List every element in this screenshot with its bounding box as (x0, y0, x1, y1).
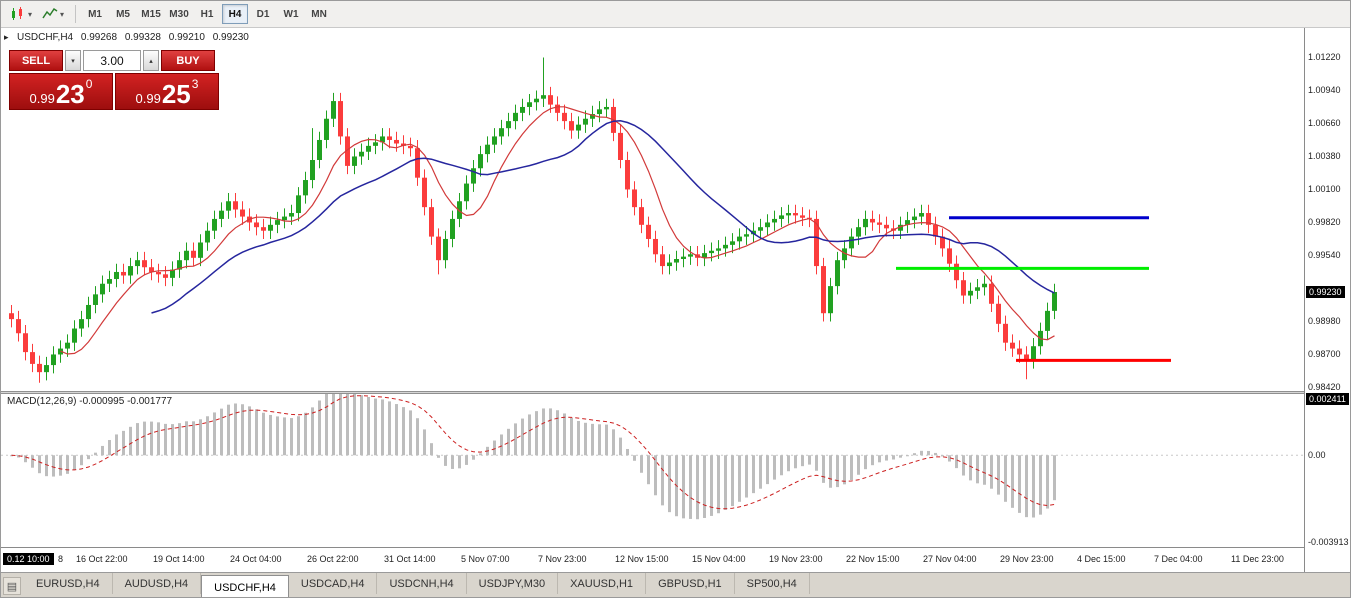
volume-input[interactable] (83, 50, 141, 71)
price-scale-label: 1.00380 (1308, 151, 1341, 162)
chart-tab-sp500[interactable]: SP500,H4 (735, 573, 810, 594)
chart-ohlc-header: USDCHF,H4 0.99268 0.99328 0.99210 0.9923… (17, 32, 254, 43)
time-label: 26 Oct 22:00 (307, 554, 359, 564)
time-label: 4 Dec 15:00 (1077, 554, 1126, 564)
time-label: 7 Nov 23:00 (538, 554, 587, 564)
close-value: 0.99230 (212, 32, 249, 43)
toolbar: ▾ ▾ M1 M5 M15 M30 H1 H4 D1 W1 MN (1, 1, 1350, 28)
time-label: 31 Oct 14:00 (384, 554, 436, 564)
macd-indicator-label: MACD(12,26,9) -0.000995 -0.001777 (7, 396, 173, 407)
time-label: 8 (58, 554, 64, 564)
chart-tab-usdcnh[interactable]: USDCNH,H4 (377, 573, 467, 594)
chart-tabs-bar: ▤ EURUSD,H4 AUDUSD,H4 USDCHF,H4 USDCAD,H4 US… (1, 572, 1350, 597)
price-scale-label: 0.98980 (1308, 316, 1341, 327)
price-scale-label: 1.00940 (1308, 85, 1341, 96)
macd-zero-label: 0.00 (1308, 450, 1326, 461)
time-label: 12 Nov 15:00 (615, 554, 669, 564)
collapse-arrow-icon[interactable]: ▸ (4, 32, 9, 42)
pane-splitter[interactable] (1, 391, 1304, 394)
chart-tab-audusd[interactable]: AUDUSD,H4 (113, 573, 202, 594)
sell-price-sup: 0 (85, 77, 93, 91)
timeframe-button-m30[interactable]: M30 (166, 4, 192, 24)
timeframe-button-m15[interactable]: M15 (138, 4, 164, 24)
low-value: 0.99210 (168, 32, 205, 43)
volume-increase-button[interactable]: ▴ (143, 50, 159, 71)
time-label: 5 Nov 07:00 (461, 554, 510, 564)
toolbar-separator (75, 5, 77, 23)
time-label: 11 Dec 23:00 (1231, 554, 1284, 564)
chevron-down-icon: ▾ (60, 9, 65, 19)
time-label: 16 Oct 22:00 (76, 554, 128, 564)
price-scale-label: 1.00660 (1308, 118, 1341, 129)
chart-tab-usdchf[interactable]: USDCHF,H4 (201, 575, 289, 597)
timeframe-button-h1[interactable]: H1 (194, 4, 220, 24)
buy-price-sup: 3 (191, 77, 199, 91)
time-axis: 0.12 10:00 8 16 Oct 22:00 19 Oct 14:00 24 … (1, 547, 1304, 572)
time-label: 19 Nov 23:00 (769, 554, 823, 564)
timeframe-button-mn[interactable]: MN (306, 4, 332, 24)
macd-min-label: -0.003913 (1308, 537, 1349, 547)
timeframe-button-m1[interactable]: M1 (82, 4, 108, 24)
sell-price-display[interactable]: 0.99 23 0 (9, 73, 113, 110)
buy-button[interactable]: BUY (161, 50, 215, 71)
time-label: 27 Nov 04:00 (923, 554, 977, 564)
price-scale-label: 0.98700 (1308, 349, 1341, 360)
sell-price-big: 23 (55, 78, 85, 109)
macd-value-badge: 0.002411 (1306, 392, 1349, 405)
timeframe-button-w1[interactable]: W1 (278, 4, 304, 24)
time-label: 19 Oct 14:00 (153, 554, 205, 564)
chart-tabs: EURUSD,H4 AUDUSD,H4 USDCHF,H4 USDCAD,H4 USDC… (24, 573, 810, 597)
price-scale-label: 0.98420 (1308, 382, 1341, 393)
indicator-line-icon (42, 7, 58, 19)
volume-decrease-button[interactable]: ▾ (65, 50, 81, 71)
time-label: 29 Nov 23:00 (1000, 554, 1054, 564)
macd-pane[interactable]: MACD(12,26,9) -0.000995 -0.001777 (1, 394, 1304, 547)
window-menu-icon[interactable]: ▤ (3, 577, 21, 595)
timeframe-button-d1[interactable]: D1 (250, 4, 276, 24)
time-label: 22 Nov 15:00 (846, 554, 900, 564)
price-scale-label: 0.99540 (1308, 250, 1341, 261)
time-label: 7 Dec 04:00 (1154, 554, 1203, 564)
chart-tab-usdcad[interactable]: USDCAD,H4 (289, 573, 378, 594)
candlestick-chart-icon (12, 7, 22, 20)
current-price-badge: 0.99230 (1306, 286, 1345, 298)
trade-buttons-row: SELL ▾ ▴ BUY (9, 50, 221, 71)
chart-tab-gbpusd[interactable]: GBPUSD,H1 (646, 573, 735, 594)
scale-separator (1304, 28, 1305, 572)
open-value: 0.99268 (80, 32, 118, 43)
timeframe-button-h4[interactable]: H4 (222, 4, 249, 25)
price-scale: 1.01220 1.00940 1.00660 1.00380 1.00100 0.998… (1305, 28, 1350, 572)
chart-type-button[interactable]: ▾ (5, 3, 37, 25)
buy-price-small: 0.99 (135, 91, 161, 106)
chart-tab-eurusd[interactable]: EURUSD,H4 (24, 573, 113, 594)
symbol-period-label: USDCHF,H4 (17, 32, 74, 43)
time-label: 15 Nov 04:00 (692, 554, 746, 564)
chart-tab-usdjpy[interactable]: USDJPY,M30 (467, 573, 559, 594)
price-scale-label: 1.01220 (1308, 52, 1341, 63)
price-scale-label: 1.00100 (1308, 184, 1341, 195)
time-label: 24 Oct 04:00 (230, 554, 282, 564)
macd-chart[interactable] (1, 394, 1304, 547)
buy-price-display[interactable]: 0.99 25 3 (115, 73, 219, 110)
price-scale-label: 0.99820 (1308, 217, 1341, 228)
timeframe-group: M1 M5 M15 M30 H1 H4 D1 W1 MN (82, 4, 334, 25)
indicators-button[interactable]: ▾ (37, 3, 69, 25)
time-cursor-badge: 0.12 10:00 (3, 553, 54, 565)
sell-price-small: 0.99 (29, 91, 55, 106)
high-value: 0.99328 (124, 32, 161, 43)
trade-prices-row: 0.99 23 0 0.99 25 3 (9, 73, 221, 110)
price-chart-pane[interactable]: ▸ USDCHF,H4 0.99268 0.99328 0.99210 0.99… (1, 28, 1304, 391)
timeframe-button-m5[interactable]: M5 (110, 4, 136, 24)
chevron-down-icon: ▾ (28, 9, 33, 19)
sell-button[interactable]: SELL (9, 50, 63, 71)
buy-price-big: 25 (161, 78, 191, 109)
chart-tab-xauusd[interactable]: XAUUSD,H1 (558, 573, 647, 594)
candlestick-chart[interactable] (1, 28, 1304, 391)
